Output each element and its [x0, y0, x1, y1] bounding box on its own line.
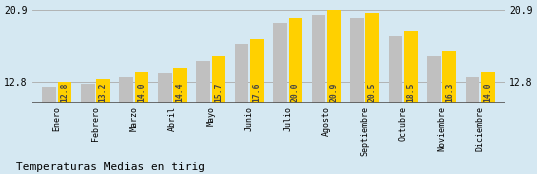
Text: 20.0: 20.0: [291, 82, 300, 102]
Bar: [42, 87, 56, 103]
Bar: [173, 68, 187, 103]
Text: Temperaturas Medias en tirig: Temperaturas Medias en tirig: [16, 162, 205, 172]
Text: 17.6: 17.6: [252, 82, 262, 102]
Bar: [196, 61, 210, 103]
Bar: [119, 77, 133, 103]
Text: 18.5: 18.5: [407, 82, 416, 102]
Bar: [466, 77, 480, 103]
Bar: [288, 18, 302, 103]
Text: 16.3: 16.3: [445, 82, 454, 102]
Text: 12.8: 12.8: [60, 82, 69, 102]
Text: 20.9: 20.9: [329, 82, 338, 102]
Bar: [250, 39, 264, 103]
Text: 15.7: 15.7: [214, 82, 223, 102]
Bar: [96, 79, 110, 103]
Bar: [135, 72, 148, 103]
Bar: [81, 84, 95, 103]
Bar: [273, 23, 287, 103]
Bar: [404, 31, 418, 103]
Bar: [235, 44, 249, 103]
Bar: [158, 73, 171, 103]
Bar: [366, 13, 379, 103]
Bar: [57, 82, 71, 103]
Bar: [212, 56, 226, 103]
Text: 14.0: 14.0: [137, 82, 146, 102]
Text: 14.4: 14.4: [176, 82, 185, 102]
Bar: [427, 56, 441, 103]
Text: 13.2: 13.2: [98, 82, 107, 102]
Bar: [389, 36, 402, 103]
Bar: [481, 72, 495, 103]
Bar: [442, 51, 456, 103]
Text: 20.5: 20.5: [368, 82, 377, 102]
Bar: [311, 14, 325, 103]
Bar: [350, 18, 364, 103]
Bar: [327, 10, 341, 103]
Text: 14.0: 14.0: [483, 82, 492, 102]
